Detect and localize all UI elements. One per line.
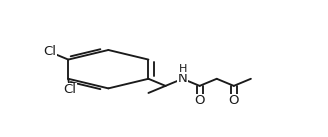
Text: Cl: Cl [63, 83, 76, 96]
Text: N: N [178, 72, 188, 85]
Text: Cl: Cl [43, 45, 56, 58]
Text: O: O [195, 94, 205, 107]
Text: H: H [178, 64, 187, 74]
Text: O: O [229, 94, 239, 107]
